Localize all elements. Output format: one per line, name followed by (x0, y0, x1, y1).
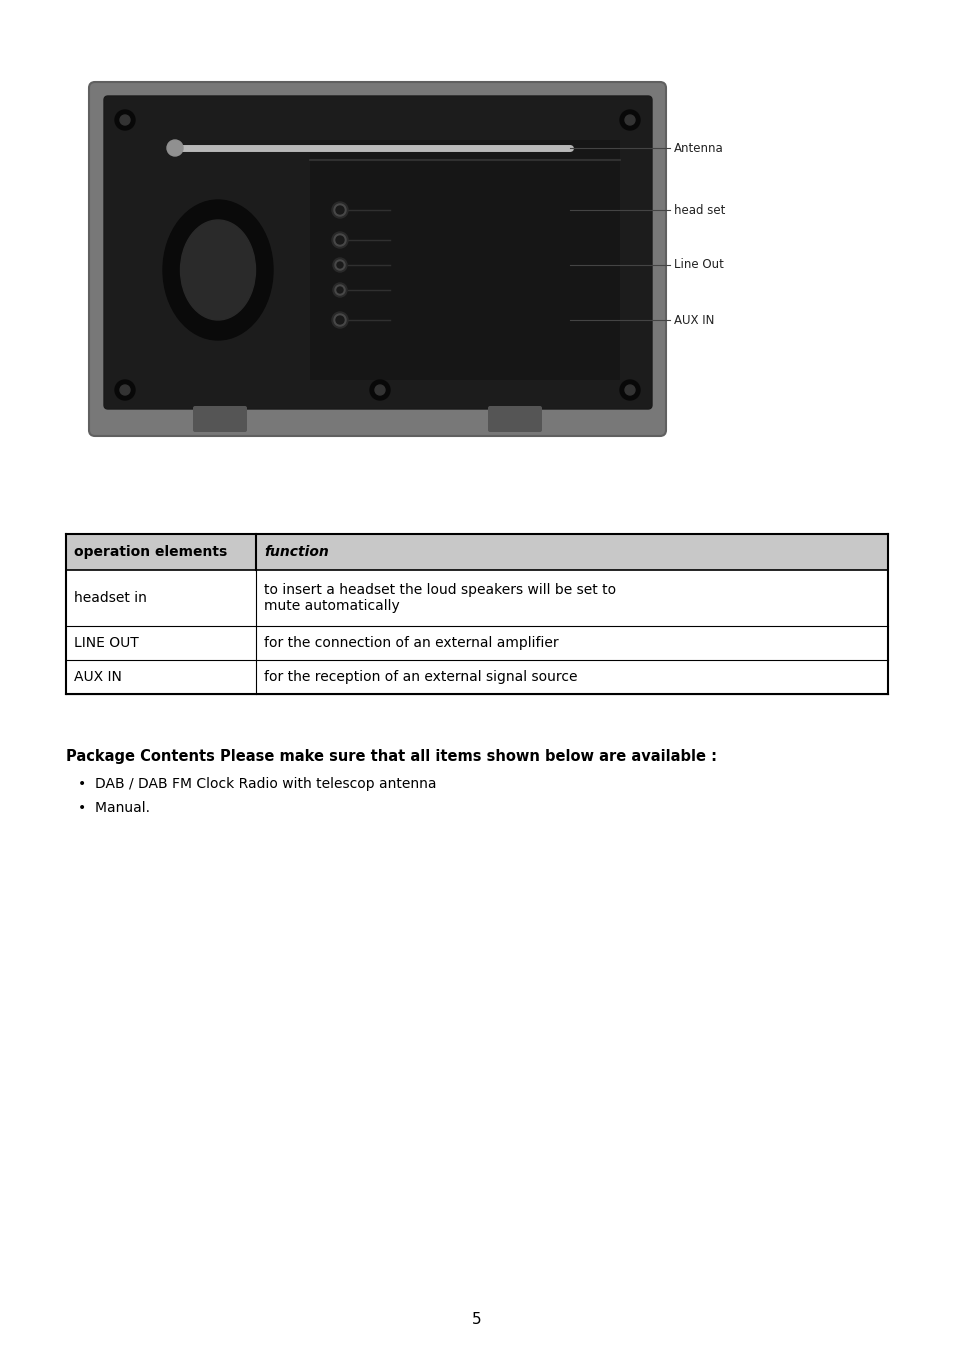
Circle shape (619, 110, 639, 130)
Text: headset in: headset in (74, 590, 147, 605)
Circle shape (334, 234, 346, 246)
Text: mute automatically: mute automatically (264, 598, 399, 613)
Circle shape (624, 385, 635, 395)
Text: •  Manual.: • Manual. (78, 802, 150, 815)
Circle shape (334, 204, 346, 217)
Text: operation elements: operation elements (74, 546, 227, 559)
Circle shape (334, 314, 346, 326)
Ellipse shape (163, 200, 273, 340)
Text: Antenna: Antenna (673, 142, 723, 154)
Text: 5: 5 (472, 1312, 481, 1327)
Text: for the reception of an external signal source: for the reception of an external signal … (264, 670, 577, 684)
Text: •  DAB / DAB FM Clock Radio with telescop antenna: • DAB / DAB FM Clock Radio with telescop… (78, 777, 436, 791)
Circle shape (333, 283, 347, 297)
Text: LINE OUT: LINE OUT (74, 636, 138, 650)
Circle shape (120, 115, 130, 125)
Circle shape (619, 380, 639, 399)
Circle shape (332, 311, 348, 328)
Bar (66, 533, 887, 570)
Circle shape (335, 315, 344, 324)
Circle shape (336, 263, 343, 268)
Bar (66, 570, 887, 626)
Text: Package Contents Please make sure that all items shown below are available :: Package Contents Please make sure that a… (66, 749, 717, 764)
FancyBboxPatch shape (89, 83, 665, 436)
Text: for the connection of an external amplifier: for the connection of an external amplif… (264, 636, 558, 650)
Text: head set: head set (673, 203, 724, 217)
Circle shape (336, 287, 343, 292)
FancyBboxPatch shape (104, 96, 651, 409)
Text: function: function (264, 546, 329, 559)
Text: AUX IN: AUX IN (74, 670, 122, 684)
Circle shape (120, 385, 130, 395)
Circle shape (115, 380, 135, 399)
FancyBboxPatch shape (488, 406, 541, 432)
Circle shape (332, 232, 348, 248)
Circle shape (335, 260, 345, 269)
Circle shape (624, 115, 635, 125)
Text: AUX IN: AUX IN (673, 314, 714, 326)
Circle shape (335, 236, 344, 244)
Text: to insert a headset the loud speakers will be set to: to insert a headset the loud speakers wi… (264, 584, 616, 597)
Ellipse shape (180, 219, 255, 320)
Circle shape (167, 139, 183, 156)
Circle shape (333, 259, 347, 272)
Circle shape (335, 206, 344, 214)
Circle shape (375, 385, 385, 395)
Bar (66, 626, 887, 659)
Text: Line Out: Line Out (673, 259, 723, 272)
Circle shape (332, 202, 348, 218)
Circle shape (370, 380, 390, 399)
Circle shape (335, 284, 345, 295)
Circle shape (115, 110, 135, 130)
Bar (66, 659, 887, 695)
FancyBboxPatch shape (310, 139, 619, 380)
FancyBboxPatch shape (193, 406, 247, 432)
